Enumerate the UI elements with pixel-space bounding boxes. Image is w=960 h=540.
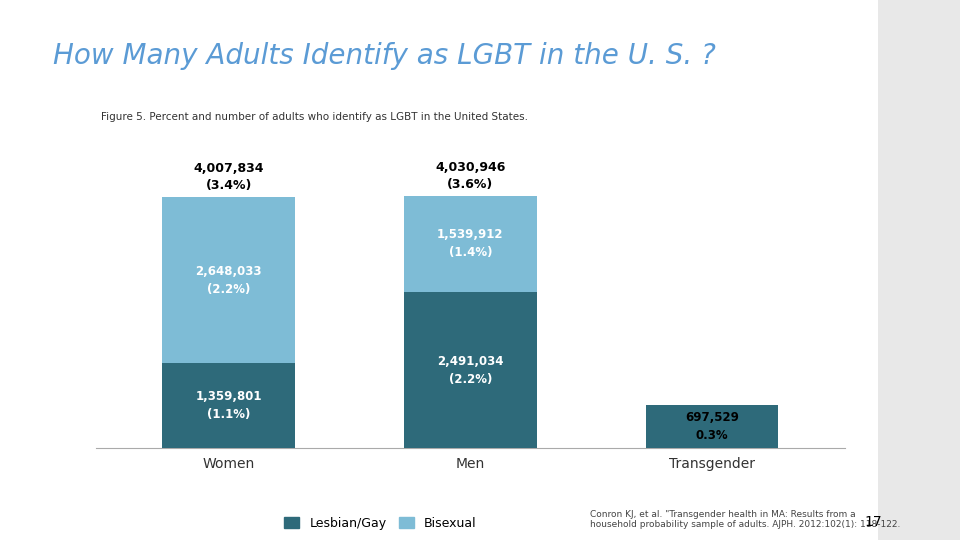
Text: 2,491,034
(2.2%): 2,491,034 (2.2%): [437, 355, 504, 386]
Bar: [645, 404, 779, 448]
Text: 4,007,834
(3.4%): 4,007,834 (3.4%): [194, 162, 264, 192]
Bar: [404, 292, 537, 448]
Text: 697,529
0.3%: 697,529 0.3%: [685, 411, 739, 442]
Text: Conron KJ, et al. "Transgender health in MA: Results from a
household probabilit: Conron KJ, et al. "Transgender health in…: [590, 510, 900, 529]
Text: 17: 17: [865, 515, 882, 529]
Legend: Lesbian/Gay, Bisexual: Lesbian/Gay, Bisexual: [284, 517, 477, 530]
Text: Figure 5. Percent and number of adults who identify as LGBT in the United States: Figure 5. Percent and number of adults w…: [101, 111, 528, 122]
Text: 4,030,946
(3.6%): 4,030,946 (3.6%): [435, 161, 506, 191]
Text: How Many Adults Identify as LGBT in the U. S. ?: How Many Adults Identify as LGBT in the …: [53, 42, 715, 70]
Text: 2,648,033
(2.2%): 2,648,033 (2.2%): [196, 265, 262, 295]
Bar: [404, 195, 537, 292]
Text: 1,359,801
(1.1%): 1,359,801 (1.1%): [196, 390, 262, 421]
Bar: [162, 197, 296, 363]
Text: 1,539,912
(1.4%): 1,539,912 (1.4%): [437, 228, 504, 259]
Bar: [162, 363, 296, 448]
